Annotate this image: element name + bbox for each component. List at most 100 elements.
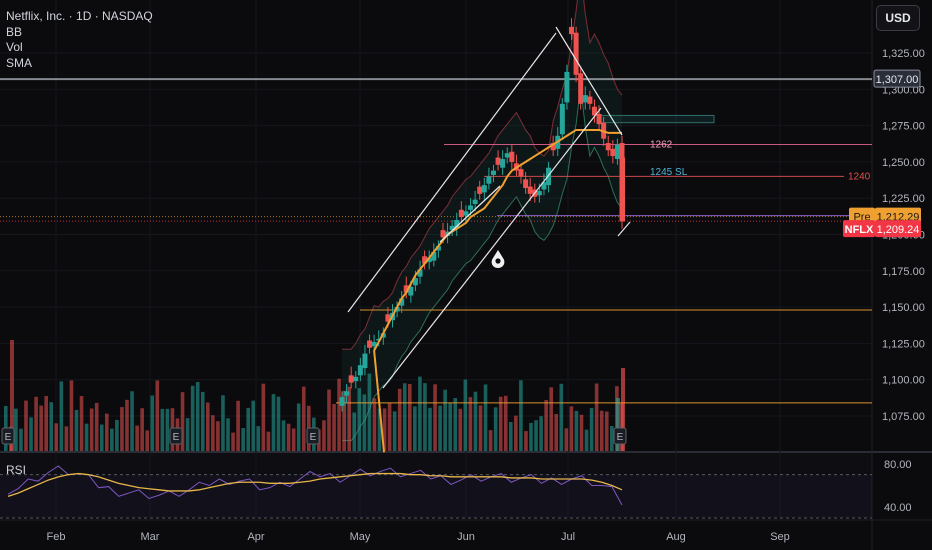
volume-bar bbox=[322, 420, 326, 451]
candle-body bbox=[504, 153, 510, 158]
trend-line bbox=[555, 26, 623, 136]
volume-bar bbox=[14, 408, 18, 451]
volume-bar bbox=[509, 421, 513, 451]
volume-bar bbox=[256, 426, 261, 451]
time-tick-label: Aug bbox=[666, 531, 686, 543]
volume-bar bbox=[392, 411, 397, 451]
price-tick-label: 1,325.00 bbox=[882, 48, 925, 60]
volume-bar bbox=[281, 420, 286, 451]
earnings-letter: E bbox=[310, 432, 317, 443]
volume-bars bbox=[4, 340, 625, 451]
volume-bar bbox=[453, 398, 458, 451]
currency-button[interactable]: USD bbox=[876, 5, 920, 31]
candle-body bbox=[353, 376, 359, 382]
volume-bar bbox=[397, 388, 402, 451]
volume-bar bbox=[337, 378, 341, 451]
symbol-label: NFLX bbox=[845, 224, 874, 236]
sma-line bbox=[373, 128, 622, 453]
indicator-rsi[interactable]: RSI bbox=[6, 463, 27, 477]
earnings-letter: E bbox=[5, 432, 12, 443]
time-tick-label: Apr bbox=[247, 531, 264, 543]
channel-lower-line bbox=[382, 107, 602, 389]
volume-bar bbox=[120, 407, 124, 451]
price-tick-label: 1,175.00 bbox=[882, 266, 925, 278]
candle-body bbox=[463, 211, 469, 216]
candle-body bbox=[518, 169, 524, 177]
volume-bar bbox=[418, 376, 422, 451]
volume-bar bbox=[402, 383, 407, 451]
earnings-marker: E bbox=[1, 427, 15, 445]
volume-bar bbox=[458, 408, 463, 451]
volume-bar bbox=[367, 373, 372, 451]
volume-bar bbox=[443, 389, 447, 451]
volume-bar bbox=[221, 395, 225, 451]
candle-body bbox=[412, 278, 418, 286]
volume-bar bbox=[357, 388, 362, 451]
candle-body bbox=[569, 26, 575, 35]
earnings-marker: E bbox=[613, 427, 627, 445]
candle-body bbox=[431, 251, 437, 261]
symbol-title[interactable]: Netflix, Inc. · 1D · NASDAQ bbox=[6, 9, 153, 23]
volume-bar bbox=[140, 408, 144, 451]
rsi-line bbox=[7, 465, 623, 506]
volume-bar bbox=[74, 409, 79, 451]
volume-bar bbox=[594, 383, 599, 451]
volume-bar bbox=[549, 387, 553, 451]
candle-body bbox=[559, 103, 565, 135]
bollinger-cloud bbox=[342, 0, 622, 441]
volume-bar bbox=[574, 410, 579, 451]
volume-bar bbox=[564, 428, 569, 451]
volume-bar bbox=[463, 379, 468, 451]
rsi-tick-label: 80.00 bbox=[884, 459, 912, 471]
volume-bar bbox=[135, 425, 139, 451]
volume-bar bbox=[130, 391, 134, 451]
volume-bar bbox=[604, 411, 609, 451]
volume-bar bbox=[271, 394, 276, 451]
zone-box bbox=[597, 114, 715, 124]
volume-bar bbox=[579, 414, 584, 451]
volume-bar bbox=[49, 402, 54, 451]
volume-bar bbox=[514, 415, 518, 451]
candle-body bbox=[422, 256, 428, 264]
candle-body bbox=[376, 339, 382, 341]
volume-bar bbox=[190, 385, 195, 451]
indicator-bb[interactable]: BB bbox=[6, 24, 23, 39]
time-tick-label: May bbox=[350, 531, 371, 543]
indicator-sma[interactable]: SMA bbox=[6, 55, 33, 70]
candle-body bbox=[541, 182, 547, 190]
volume-bar bbox=[84, 423, 89, 451]
volume-bar bbox=[206, 402, 210, 451]
volume-bar bbox=[448, 403, 452, 451]
candle-body bbox=[573, 32, 579, 75]
annotation-1240: 1240 bbox=[848, 171, 871, 182]
volume-bar bbox=[473, 391, 478, 451]
annotation-1262: 1262 bbox=[650, 139, 673, 150]
volume-bar bbox=[54, 423, 59, 451]
candle-body bbox=[344, 391, 350, 396]
earnings-icon bbox=[169, 427, 183, 445]
volume-bar bbox=[231, 432, 235, 451]
candle-body bbox=[426, 257, 432, 263]
volume-bar bbox=[301, 386, 306, 451]
price-tick-label: 1,225.00 bbox=[882, 193, 925, 205]
volume-bar bbox=[529, 422, 533, 451]
candle-body bbox=[546, 167, 552, 186]
volume-bar bbox=[105, 413, 109, 451]
indicator-vol[interactable]: Vol bbox=[6, 40, 23, 54]
volume-bar bbox=[377, 408, 382, 451]
volume-bar bbox=[226, 418, 230, 451]
volume-bar bbox=[29, 417, 33, 451]
candle-body bbox=[550, 143, 556, 151]
volume-bar bbox=[160, 408, 165, 451]
earnings-letter: E bbox=[617, 432, 624, 443]
volume-bar bbox=[44, 396, 48, 451]
volume-bar bbox=[544, 400, 548, 451]
earnings-icon bbox=[1, 427, 15, 445]
volume-bar bbox=[24, 400, 28, 451]
earnings-marker: E bbox=[169, 427, 183, 445]
volume-bar bbox=[524, 431, 528, 451]
volume-bar bbox=[110, 428, 114, 451]
candle-body bbox=[348, 375, 354, 383]
volume-bar bbox=[246, 407, 250, 451]
